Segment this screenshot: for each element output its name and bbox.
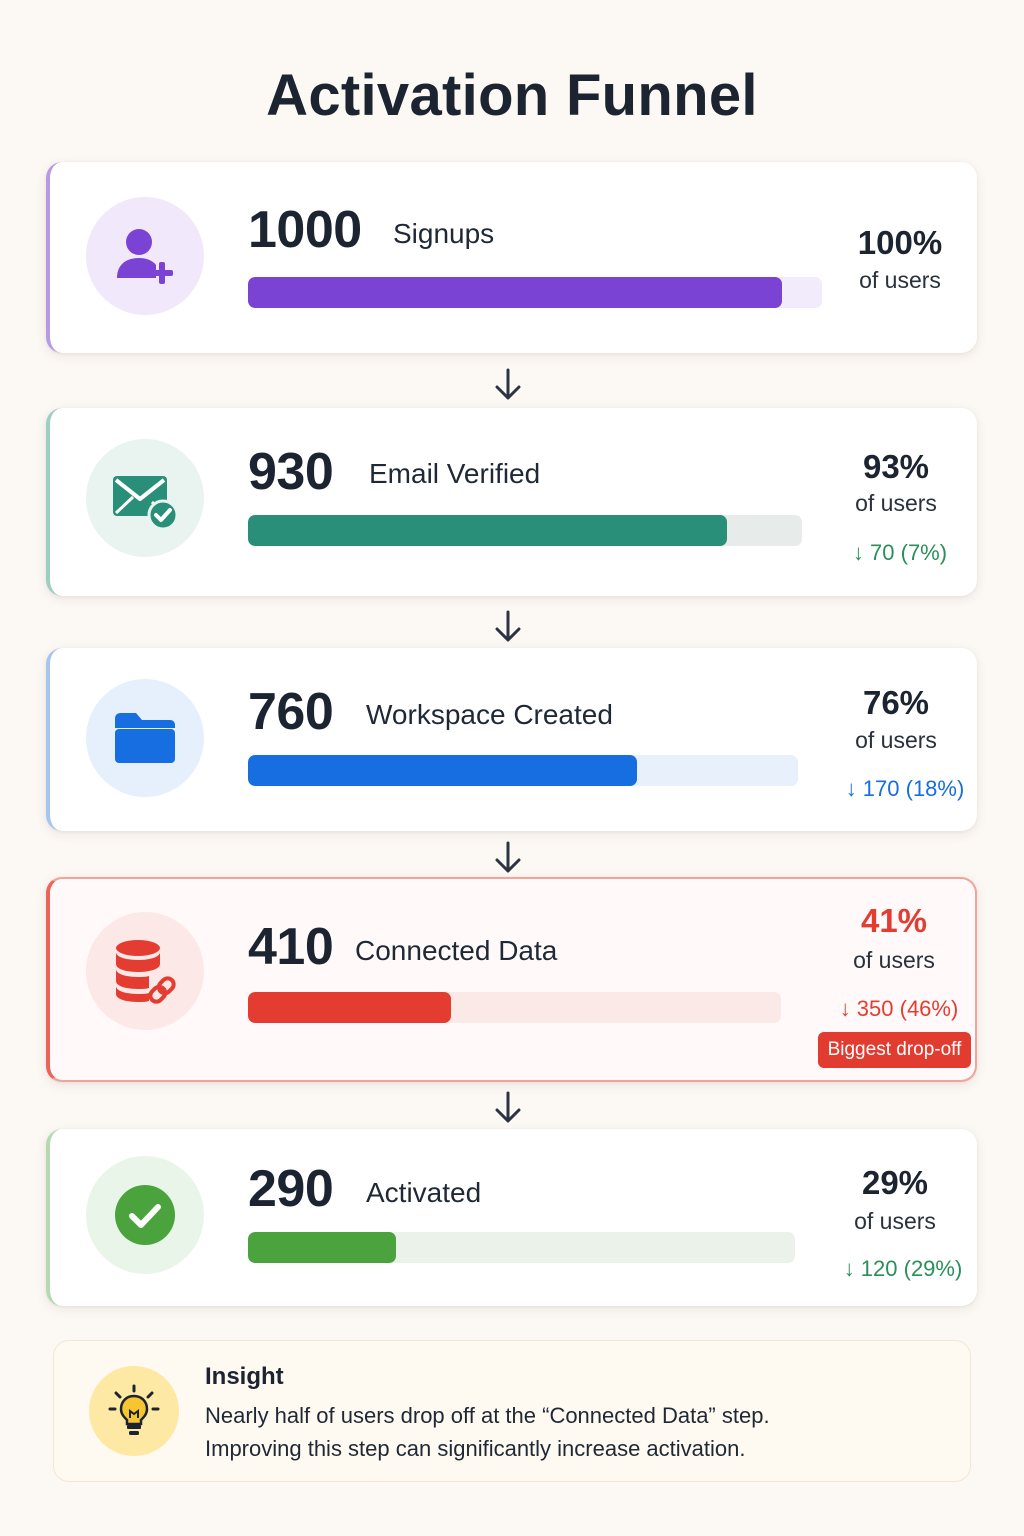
step-label: Signups [393, 218, 495, 249]
bar-fill [248, 515, 728, 546]
insight-panel: Insight Nearly half of users drop off at… [53, 1340, 971, 1482]
step-drop-off: ↓ 120 (29%) [843, 1256, 963, 1281]
down-arrow-icon [495, 368, 521, 400]
step-percent: 76% [862, 684, 930, 721]
bar-fill [248, 277, 782, 308]
step-icon-bg [86, 439, 204, 557]
insight-text-line-1: Nearly half of users drop off at the “Co… [205, 1403, 770, 1428]
page-title: Activation Funnel [266, 63, 758, 128]
step-percent-caption: of users [854, 1208, 936, 1234]
step-percent-caption: of users [855, 727, 937, 753]
bar-track [248, 515, 802, 546]
funnel-step-email-verified: 930 Email Verified 93% of users ↓ 70 (7%… [46, 408, 977, 596]
insight-title: Insight [205, 1363, 284, 1390]
user-plus-icon [117, 229, 173, 284]
step-label: Email Verified [369, 458, 541, 489]
step-drop-off: ↓ 350 (46%) [839, 996, 959, 1021]
bar-fill [248, 1232, 396, 1263]
down-arrow-icon [495, 841, 521, 873]
insight-text-line-2: Improving this step can significantly in… [205, 1436, 746, 1461]
database-link-icon [116, 940, 176, 1004]
funnel-step-workspace-created: 760 Workspace Created 76% of users ↓ 170… [46, 648, 977, 831]
folder-icon [115, 713, 175, 763]
step-percent: 41% [860, 902, 928, 939]
check-circle-icon [115, 1185, 175, 1245]
step-count: 410 [248, 918, 334, 976]
bar-track [248, 277, 822, 308]
step-percent-caption: of users [855, 490, 937, 516]
down-arrow-icon [495, 1091, 521, 1123]
step-label: Workspace Created [366, 699, 613, 730]
step-icon-bg [86, 912, 204, 1030]
step-label: Connected Data [355, 935, 558, 966]
step-count: 760 [248, 683, 334, 741]
step-count: 290 [248, 1160, 334, 1218]
step-percent-caption: of users [853, 947, 935, 973]
lightbulb-icon [108, 1384, 160, 1435]
bar-track [248, 755, 798, 786]
bar-track [248, 1232, 795, 1263]
bar-fill [248, 755, 637, 786]
step-drop-off: ↓ 170 (18%) [845, 776, 965, 801]
step-icon-bg [86, 679, 204, 797]
bar-fill [248, 992, 452, 1023]
step-drop-off: ↓ 70 (7%) [852, 540, 948, 565]
insight-icon-bg [89, 1366, 179, 1456]
step-icon-bg [86, 1156, 204, 1274]
funnel-step-activated: 290 Activated 29% of users ↓ 120 (29%) [46, 1129, 977, 1306]
step-percent: 29% [861, 1164, 929, 1201]
step-percent-caption: of users [859, 267, 941, 293]
step-count: 930 [248, 443, 334, 501]
funnel-step-signups: 1000 Signups 100% of users [46, 162, 977, 353]
step-percent: 100% [857, 224, 943, 261]
down-arrow-icon [495, 610, 521, 642]
step-percent: 93% [862, 448, 930, 485]
step-icon-bg [86, 197, 204, 315]
funnel-step-connected-data: 410 Connected Data 41% of users ↓ 350 (4… [46, 877, 977, 1082]
step-label: Activated [366, 1177, 482, 1208]
step-count: 1000 [248, 201, 362, 259]
biggest-drop-off-badge: Biggest drop-off [818, 1032, 971, 1068]
mail-check-icon [113, 476, 179, 531]
bar-track [248, 992, 781, 1023]
